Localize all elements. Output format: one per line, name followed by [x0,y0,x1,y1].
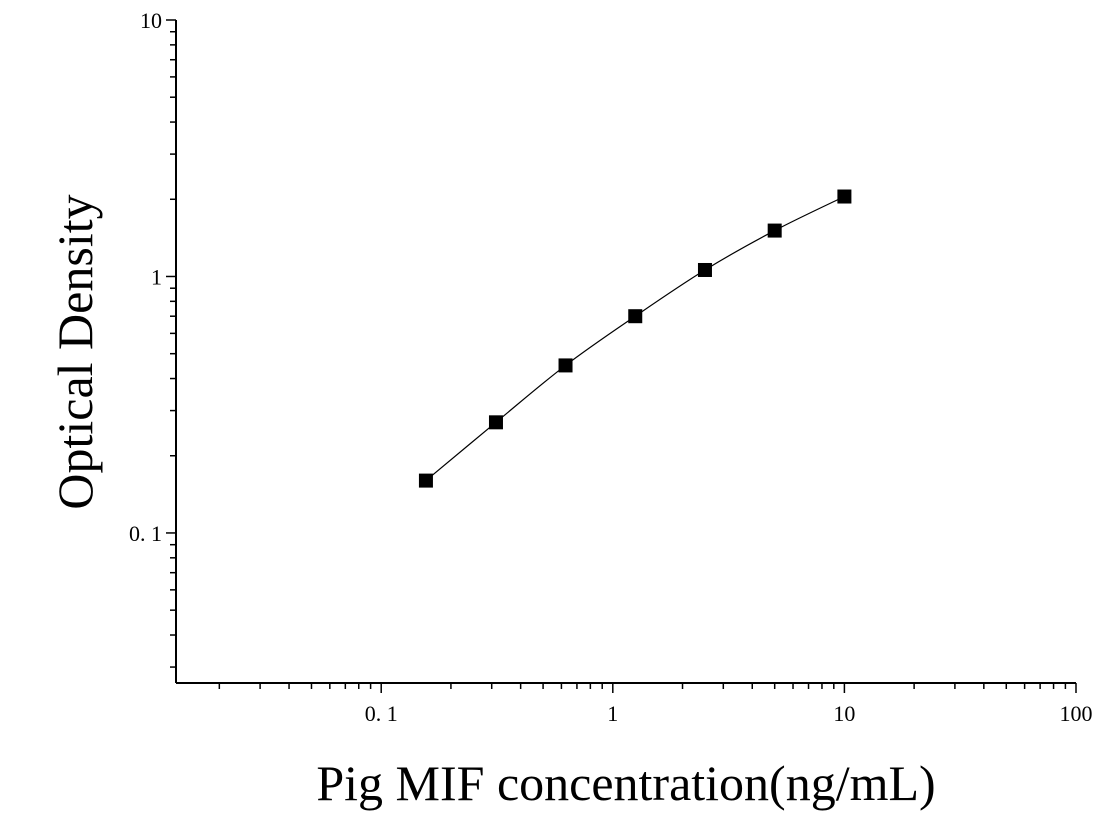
data-point [488,415,503,430]
x-tick-label: 100 [1060,701,1093,726]
ticks [166,19,1077,693]
axes [175,20,1076,684]
fit-curve [425,195,845,482]
data-points [418,189,852,488]
data-point [837,189,852,204]
data-point [628,309,643,324]
x-tick-label: 10 [833,701,855,726]
x-tick-label: 0. 1 [365,701,398,726]
tick-labels: 0. 1 1 10 100 0. 1 1 10 [129,8,1093,726]
x-axis-title: Pig MIF concentration(ng/mL) [316,755,935,811]
data-point [697,262,712,277]
y-tick-label: 1 [151,264,162,289]
data-point [767,223,782,238]
data-point [418,473,433,488]
y-axis-title: Optical Density [47,194,103,509]
y-tick-label: 0. 1 [129,521,162,546]
data-point [558,358,573,373]
x-tick-label: 1 [607,701,618,726]
y-tick-label: 10 [140,8,162,33]
